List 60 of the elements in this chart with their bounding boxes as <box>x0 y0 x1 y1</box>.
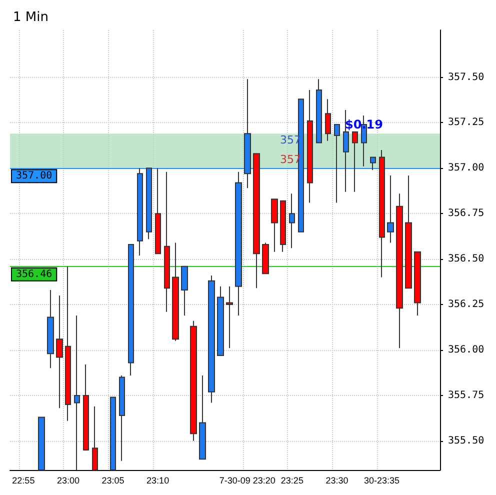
candlestick <box>172 242 179 342</box>
candlestick <box>56 294 63 409</box>
candlestick <box>38 416 45 470</box>
candlestick <box>325 98 331 142</box>
candlestick <box>199 374 206 460</box>
candlestick <box>370 156 376 170</box>
x-tick-label: 23:10 <box>146 476 170 486</box>
x-tick-label: 23:25 <box>280 476 304 486</box>
y-tick-label: 357.25 <box>448 117 484 128</box>
chart-title: 1 Min <box>13 10 48 25</box>
candlestick <box>74 314 80 470</box>
candlestick <box>352 131 358 192</box>
x-tick-label: 7-30-09 23:20 <box>219 476 276 486</box>
y-tick-label: 355.50 <box>448 435 484 446</box>
candlestick <box>110 396 116 470</box>
candlestick <box>181 266 188 316</box>
candlestick <box>334 124 340 204</box>
candlestick <box>414 251 421 316</box>
candlestick <box>379 150 385 278</box>
candlestick <box>155 168 161 254</box>
y-tick-label: 357.50 <box>448 72 484 83</box>
candlestick <box>244 78 251 189</box>
x-tick-label: 22:55 <box>12 476 35 486</box>
candlestick <box>226 286 233 349</box>
candlestick <box>137 168 143 256</box>
candlestick <box>298 98 304 232</box>
candlestick <box>387 174 394 244</box>
candlestick <box>307 90 313 204</box>
candlestick <box>316 78 322 144</box>
x-tick-label: 30-23:35 <box>364 476 400 486</box>
candlestick <box>262 242 269 274</box>
candlestick <box>280 200 286 252</box>
y-tick-label: 356.75 <box>448 208 484 220</box>
x-tick-label: 23:00 <box>56 476 80 486</box>
y-tick-label: 356.25 <box>448 299 484 310</box>
y-tick-label: 357.00 <box>448 162 484 174</box>
candlestick <box>92 406 98 470</box>
candlestick <box>396 193 403 349</box>
x-tick-label: 23:05 <box>102 476 124 486</box>
candlestick <box>83 364 89 450</box>
candlestick <box>146 168 152 240</box>
ref-line-label: 357.00 <box>16 170 52 182</box>
candlestick <box>253 153 260 289</box>
ref-line-label: 356.46 <box>16 268 52 280</box>
candlestick <box>190 320 197 442</box>
candlestick <box>128 244 134 376</box>
x-tick-label: 23:30 <box>326 476 348 486</box>
y-tick-label: 356.00 <box>448 344 484 356</box>
candlestick <box>217 286 224 356</box>
candlestick <box>235 171 242 316</box>
candlestick <box>47 290 54 369</box>
y-tick-label: 356.50 <box>448 254 484 265</box>
candlestick <box>289 193 295 249</box>
candlestick <box>271 198 278 252</box>
candlestick <box>208 274 215 404</box>
candlestick <box>405 174 412 289</box>
y-tick-label: 355.75 <box>448 390 484 401</box>
candlestick <box>164 171 170 312</box>
candlestick <box>119 374 125 462</box>
candlestick <box>65 266 71 422</box>
